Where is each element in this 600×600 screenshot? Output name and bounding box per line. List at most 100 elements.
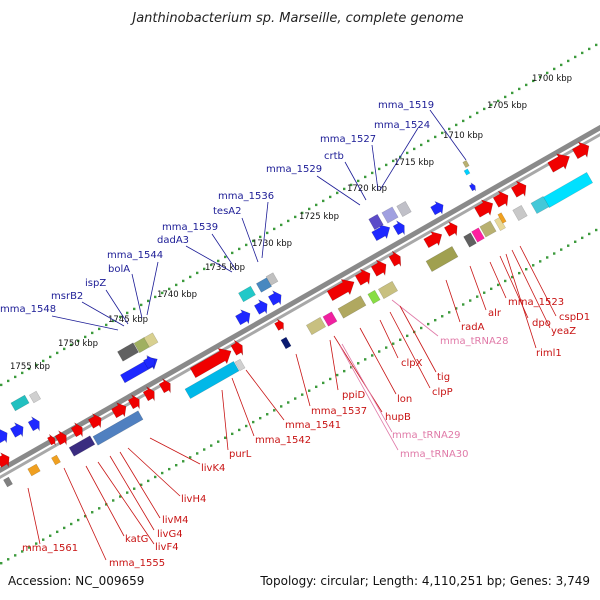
ruler-dot [588, 47, 591, 51]
ruler-dot [392, 159, 395, 163]
gene-label-mma_1539: mma_1539 [162, 222, 218, 233]
ruler-dot [539, 260, 542, 263]
gene-block [143, 332, 159, 348]
gene-label-purl: purL [229, 449, 252, 460]
ruler-dot [217, 440, 220, 443]
ruler-dot [322, 381, 325, 385]
gene-block [280, 336, 292, 350]
forward-gene-arrow [230, 339, 244, 356]
gene-block [512, 204, 528, 222]
ruler-dot [0, 562, 3, 565]
gene-label-alr: alr [488, 308, 502, 319]
ruler-dot [511, 275, 514, 279]
ruler-dot [119, 315, 122, 319]
ruler-dot [546, 71, 549, 75]
ruler-dot [364, 175, 367, 179]
gene-label-rada: radA [461, 322, 485, 333]
ruler-dot [441, 131, 444, 135]
ruler-tick-label: 1725 kbp [299, 212, 339, 222]
forward-gene-arrow [54, 430, 67, 446]
ruler-dot [567, 244, 570, 247]
ruler-dot [231, 251, 234, 255]
leader-line [51, 315, 119, 331]
leader-line [131, 273, 143, 319]
gene-block [234, 358, 246, 372]
gene-label-livk4: livK4 [201, 463, 225, 474]
ruler-dot [294, 397, 297, 400]
ruler-dot [49, 355, 52, 359]
leader-line [489, 261, 507, 299]
gene-label-mma_trna30: mma_tRNA30 [400, 449, 469, 460]
gene-block [265, 272, 279, 286]
ruler-dot [28, 546, 31, 549]
gene-label-hupb: hupB [385, 412, 411, 423]
ruler-tick-label: 1705 kbp [487, 101, 527, 111]
forward-gene-arrow [354, 268, 371, 286]
leader-line [429, 109, 467, 161]
leader-line [221, 389, 229, 451]
forward-gene-arrow [423, 231, 443, 249]
leader-line [241, 217, 259, 263]
ruler-dot [420, 143, 423, 147]
gene-label-mma_1523: mma_1523 [508, 297, 564, 308]
forward-gene-arrow [87, 413, 102, 429]
leader-line [333, 335, 383, 413]
ruler-dot [336, 191, 339, 195]
ruler-dot [168, 467, 171, 471]
ruler-dot [238, 428, 241, 432]
ruler-dot [0, 383, 3, 387]
ruler-dot [469, 299, 472, 302]
gene-block [396, 200, 412, 218]
gene-label-mma_1548: mma_1548 [0, 304, 56, 315]
ruler-dot [77, 518, 80, 522]
ruler-dot [553, 252, 556, 255]
ruler-dot [91, 331, 94, 335]
ruler-dot [140, 483, 143, 487]
ruler-dot [497, 283, 500, 287]
ruler-dot [259, 235, 262, 239]
ruler-dot [210, 263, 213, 267]
ruler-dot [455, 123, 458, 127]
ruler-dot [182, 460, 185, 463]
gene-label-lon: lon [397, 394, 412, 405]
forward-gene-arrow [111, 402, 127, 419]
ruler-dot [357, 362, 360, 365]
gene-block [305, 316, 327, 336]
leader-line [379, 127, 419, 191]
ruler-dot [147, 479, 150, 483]
ruler-dot [105, 503, 108, 506]
ruler-dot [301, 393, 304, 396]
ruler-dot [378, 350, 381, 353]
ruler-tick-label: 1715 kbp [394, 158, 434, 168]
ruler-dot [280, 223, 283, 227]
reverse-gene-arrow [392, 220, 405, 236]
ruler-dot [35, 542, 38, 545]
ruler-dot [406, 334, 409, 338]
ruler-dot [14, 375, 17, 379]
leader-line [261, 201, 269, 259]
ruler-dot [28, 367, 31, 371]
gene-block [184, 360, 240, 400]
ruler-dot [462, 303, 465, 306]
ruler-dot [273, 227, 276, 231]
ruler-dot [231, 432, 234, 436]
ruler-dot [168, 287, 171, 291]
ruler-dot [119, 495, 122, 498]
leader-line [359, 327, 397, 395]
ruler-tick-label: 1750 kbp [58, 339, 98, 349]
small-gene-arrow [468, 182, 476, 192]
gene-label-crtb: crtb [324, 151, 344, 162]
ruler-dot [399, 338, 402, 341]
ruler-dot [294, 215, 297, 219]
gene-block [3, 476, 13, 488]
ruler-dot [252, 239, 255, 243]
ruler-dot [518, 87, 521, 91]
ruler-tick-label: 1700 kbp [532, 74, 572, 84]
ruler-dot [224, 255, 227, 259]
leader-line [295, 353, 311, 407]
gene-label-riml1: riml1 [536, 348, 562, 359]
reverse-gene-arrow [235, 309, 251, 326]
forward-gene-arrow [492, 190, 509, 208]
gene-label-mma_1542: mma_1542 [255, 435, 311, 446]
